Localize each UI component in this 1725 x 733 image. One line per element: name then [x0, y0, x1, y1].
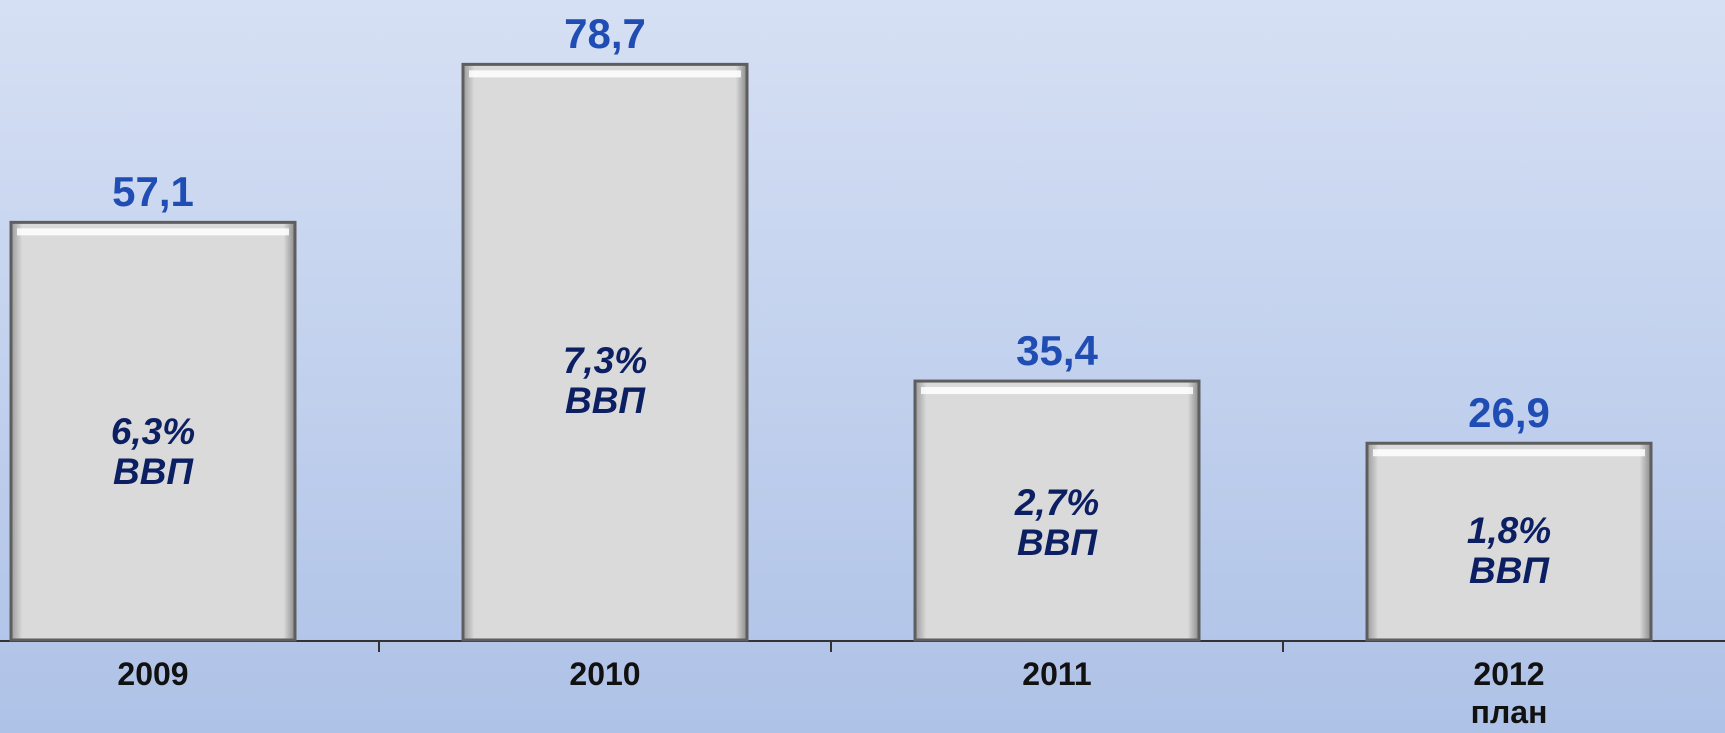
bar-label: 6,3% ВВП [110, 411, 196, 493]
x-tick-label: 2009 [117, 656, 189, 692]
bar-highlight [921, 387, 1193, 395]
value-label: 26,9 [1468, 389, 1550, 437]
x-tick-label: 2011 [1022, 656, 1092, 692]
bar-highlight [1373, 449, 1645, 457]
bar-face [23, 236, 283, 630]
bar-highlight [17, 228, 289, 236]
bar-label: 1,8% ВВП [1466, 510, 1552, 592]
bar-face [475, 78, 735, 630]
value-label: 78,7 [564, 10, 646, 58]
bar-face [1379, 457, 1639, 630]
x-tick-label: 2012 план [1470, 656, 1548, 730]
value-label: 35,4 [1016, 327, 1098, 375]
x-tick-label: 2010 [569, 656, 641, 692]
value-label: 57,1 [112, 168, 194, 216]
bar-face [927, 395, 1187, 630]
bar-label: 7,3% ВВП [562, 339, 648, 421]
bar-label: 2,7% ВВП [1014, 482, 1100, 564]
bar-highlight [469, 70, 741, 78]
